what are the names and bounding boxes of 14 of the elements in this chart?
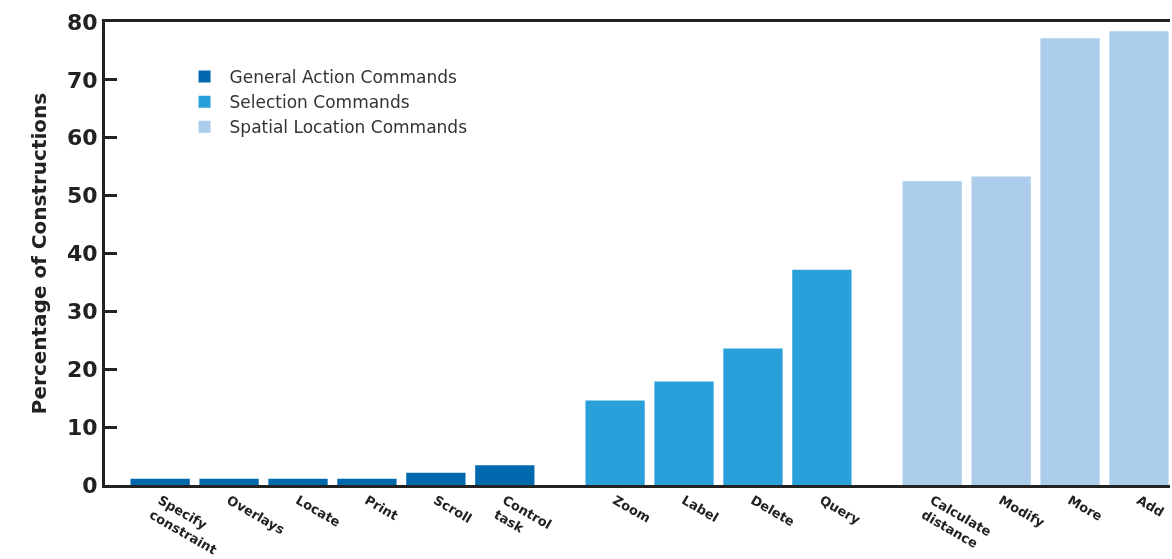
y-axis-title: Percentage of Constructions (27, 92, 52, 415)
legend-label: Selection Commands (229, 92, 410, 113)
y-tick-label: 30 (66, 299, 98, 325)
y-tick-label: 60 (66, 125, 98, 151)
y-tick-label: 70 (66, 67, 98, 93)
legend-label: General Action Commands (229, 67, 457, 88)
x-tick-label: Add (1134, 492, 1167, 520)
y-tick-label: 10 (66, 414, 98, 440)
y-tick-label: 80 (66, 9, 98, 35)
y-tick-label: 40 (66, 241, 98, 267)
y-tick-label: 50 (66, 183, 98, 209)
y-tick-label: 0 (82, 472, 98, 498)
y-tick-label: 20 (66, 356, 98, 382)
legend-label: Spatial Location Commands (229, 117, 468, 138)
